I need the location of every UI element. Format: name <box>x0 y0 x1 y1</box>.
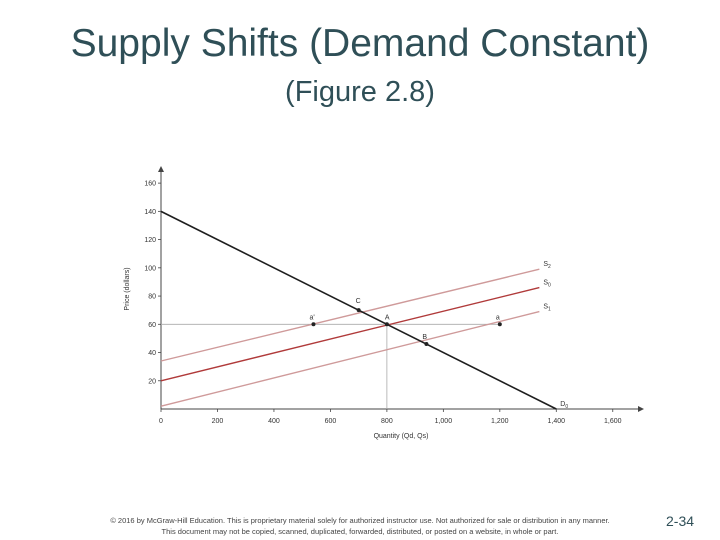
x-tick-label: 200 <box>212 418 224 425</box>
series-label-s1: S1 <box>543 304 551 313</box>
point-a <box>497 322 502 327</box>
footer-line-2: This document may not be copied, scanned… <box>161 527 559 536</box>
x-tick-label: 0 <box>159 418 163 425</box>
series-label-s2: S2 <box>543 261 551 270</box>
series-line-s2 <box>160 268 540 362</box>
series-label-d0: D0 <box>560 401 568 410</box>
point-label-a: A <box>385 314 390 321</box>
y-tick-label: 80 <box>148 294 156 301</box>
footer-line-1: © 2016 by McGraw-Hill Education. This is… <box>110 516 610 525</box>
slide-title: Supply Shifts (Demand Constant) <box>70 22 650 65</box>
y-tick-label: 160 <box>144 181 156 188</box>
x-tick-label: 600 <box>325 418 337 425</box>
point-a-prime <box>311 322 316 327</box>
x-tick-label: 1,600 <box>604 418 622 425</box>
slide-subtitle: (Figure 2.8) <box>285 76 435 108</box>
y-axis-label: Price (dollars) <box>124 267 131 310</box>
point-c <box>356 308 361 313</box>
point-label-c: C <box>356 298 361 305</box>
x-tick-label: 1,000 <box>435 418 453 425</box>
y-axis-arrow <box>158 166 164 172</box>
point-a <box>384 322 389 327</box>
point-label-b: B <box>422 334 427 341</box>
copyright-footer: © 2016 by McGraw-Hill Education. This is… <box>60 515 660 537</box>
series-line-s1 <box>160 310 540 407</box>
x-axis-arrow <box>638 406 644 412</box>
y-tick-label: 120 <box>144 237 156 244</box>
x-tick-label: 1,400 <box>548 418 566 425</box>
y-tick-label: 60 <box>148 322 156 329</box>
x-axis-label: Quantity (Qd, Qs) <box>374 433 429 440</box>
series-line-s0 <box>160 286 540 382</box>
point-label-a-prime: a' <box>309 314 314 321</box>
point-b <box>424 342 429 347</box>
page-number: 2-34 <box>666 513 695 529</box>
point-label-a: a <box>496 314 500 321</box>
y-tick-label: 20 <box>148 378 156 385</box>
y-tick-label: 140 <box>144 209 156 216</box>
y-tick-label: 100 <box>144 265 156 272</box>
series-label-s0: S0 <box>543 280 551 289</box>
x-tick-label: 400 <box>268 418 280 425</box>
x-tick-label: 1,200 <box>491 418 509 425</box>
x-tick-label: 800 <box>381 418 393 425</box>
y-tick-label: 40 <box>148 350 156 357</box>
